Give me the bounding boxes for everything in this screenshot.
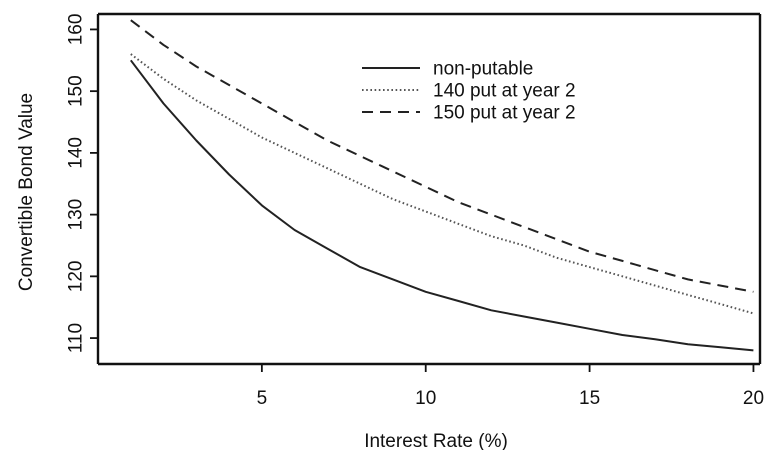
legend-label-3: 150 put at year 2 xyxy=(433,103,576,124)
x-ticks: 5 10 15 20 xyxy=(257,364,764,409)
legend-label-1: non-putable xyxy=(433,59,533,80)
y-ticks: 110 120 130 140 150 160 xyxy=(66,14,98,353)
series-line-3 xyxy=(130,19,754,293)
plot-frame xyxy=(96,12,762,366)
x-tick-label: 10 xyxy=(415,388,436,409)
x-axis-title: Interest Rate (%) xyxy=(364,431,508,450)
y-tick-label: 110 xyxy=(66,323,87,353)
x-tick-label: 15 xyxy=(579,388,600,409)
series-layer xyxy=(130,19,754,352)
x-tick-label: 5 xyxy=(257,388,268,409)
y-tick-label: 160 xyxy=(66,14,87,46)
series-line-2 xyxy=(130,53,754,315)
legend-label-2: 140 put at year 2 xyxy=(433,81,576,102)
series-line-1 xyxy=(130,59,754,352)
y-tick-label: 150 xyxy=(66,75,87,107)
y-tick-label: 120 xyxy=(66,260,87,292)
y-tick-label: 140 xyxy=(66,137,87,169)
y-tick-label: 130 xyxy=(66,199,87,231)
y-axis-title: Convertible Bond Value xyxy=(16,93,37,291)
x-tick-label: 20 xyxy=(743,388,764,409)
